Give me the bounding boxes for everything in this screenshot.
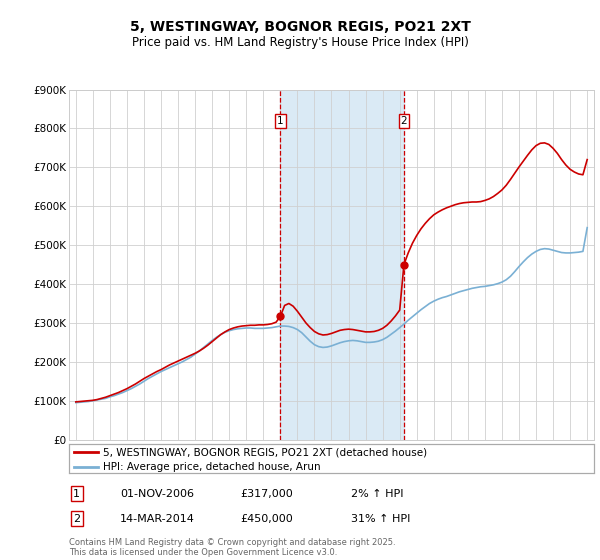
- Text: 5, WESTINGWAY, BOGNOR REGIS, PO21 2XT: 5, WESTINGWAY, BOGNOR REGIS, PO21 2XT: [130, 20, 470, 34]
- Text: 2: 2: [73, 514, 80, 524]
- Text: 14-MAR-2014: 14-MAR-2014: [120, 514, 195, 524]
- Bar: [280, 90, 404, 440]
- Text: Price paid vs. HM Land Registry's House Price Index (HPI): Price paid vs. HM Land Registry's House …: [131, 36, 469, 49]
- Text: £317,000: £317,000: [240, 489, 293, 499]
- Text: 2% ↑ HPI: 2% ↑ HPI: [351, 489, 404, 499]
- Text: 1: 1: [73, 489, 80, 499]
- Text: HPI: Average price, detached house, Arun: HPI: Average price, detached house, Arun: [103, 462, 321, 472]
- Text: 31% ↑ HPI: 31% ↑ HPI: [351, 514, 410, 524]
- Text: 5, WESTINGWAY, BOGNOR REGIS, PO21 2XT (detached house): 5, WESTINGWAY, BOGNOR REGIS, PO21 2XT (d…: [103, 447, 427, 457]
- Text: 2: 2: [401, 116, 407, 125]
- Text: £450,000: £450,000: [240, 514, 293, 524]
- Text: Contains HM Land Registry data © Crown copyright and database right 2025.
This d: Contains HM Land Registry data © Crown c…: [69, 538, 395, 557]
- Text: 01-NOV-2006: 01-NOV-2006: [120, 489, 194, 499]
- Text: 1: 1: [277, 116, 284, 125]
